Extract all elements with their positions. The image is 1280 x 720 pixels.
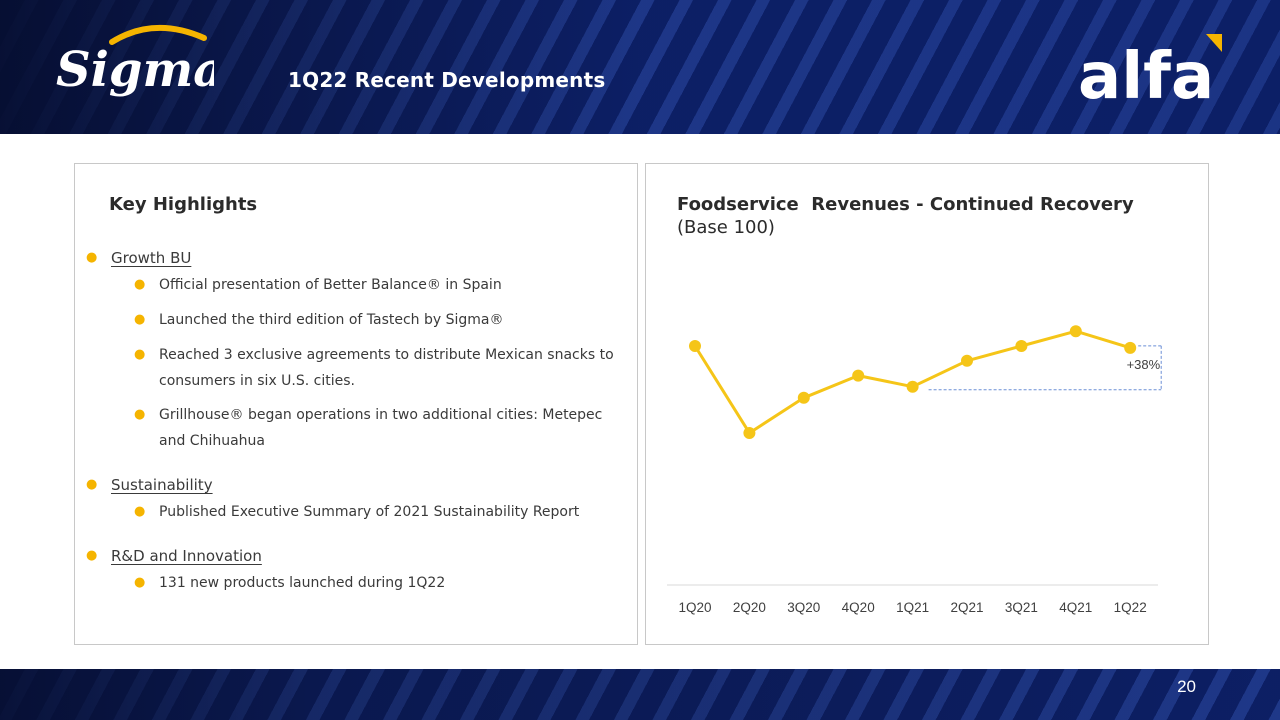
data-point — [852, 369, 865, 382]
section-label: Sustainability — [111, 476, 213, 494]
page-number: 20 — [1177, 677, 1196, 696]
data-point — [1069, 325, 1082, 338]
bullet-dot-icon: ● — [134, 277, 146, 292]
foodservice-line-chart: 1Q20 2Q20 3Q20 4Q20 1Q21 2Q21 3Q21 4Q21 1Q22 +38% — [667, 325, 1162, 615]
x-tick-label: 1Q21 — [896, 600, 929, 615]
data-point — [743, 426, 756, 439]
key-highlights-panel: Key Highlights ● Growth BU ● Official pr… — [74, 163, 638, 645]
key-highlights-title: Key Highlights — [109, 194, 258, 215]
section-label: Growth BU — [111, 249, 192, 267]
alfa-logo: alfa — [1078, 34, 1222, 106]
header-shade — [0, 0, 1280, 134]
section-growth-bu: ● Growth BU — [86, 245, 192, 272]
footer-shade — [0, 669, 1280, 720]
x-tick-label: 4Q21 — [1059, 600, 1092, 615]
list-item: ● Published Executive Summary of 2021 Su… — [134, 499, 629, 525]
section-label: R&D and Innovation — [111, 547, 262, 565]
x-tick-label: 2Q21 — [950, 600, 983, 615]
x-tick-label: 3Q20 — [787, 600, 820, 615]
data-point — [961, 354, 973, 367]
bullet-dot-icon: ● — [134, 575, 146, 590]
x-tick-label: 3Q21 — [1005, 600, 1038, 615]
header-banner: Sigma 1Q22 Recent Developments alfa — [0, 0, 1280, 134]
annotation-label: +38% — [1127, 357, 1161, 372]
x-tick-label: 1Q20 — [678, 600, 711, 615]
bullet-dot-icon: ● — [134, 347, 146, 362]
data-point — [1015, 340, 1028, 352]
bullet-dot-icon: ● — [86, 477, 98, 492]
data-point — [797, 391, 810, 404]
data-point — [906, 380, 919, 393]
list-item: ● Reached 3 exclusive agreements to dist… — [134, 342, 619, 394]
section-sustainability: ● Sustainability — [86, 472, 213, 499]
svg-text:Sigma: Sigma — [56, 42, 214, 98]
section-rd-innovation: ● R&D and Innovation — [86, 543, 262, 570]
data-point — [1124, 341, 1137, 354]
footer-banner: 20 — [0, 669, 1280, 720]
data-point — [689, 340, 701, 352]
list-item: ● Official presentation of Better Balanc… — [134, 272, 629, 298]
bullet-dot-icon: ● — [134, 407, 146, 422]
slide-title: 1Q22 Recent Developments — [288, 68, 606, 92]
bullet-dot-icon: ● — [134, 312, 146, 327]
chart-subtitle: (Base 100) — [677, 217, 775, 238]
sigma-logo: Sigma — [56, 24, 214, 98]
chart-panel: Foodservice Revenues - Continued Recover… — [645, 163, 1209, 645]
svg-text:alfa: alfa — [1078, 40, 1214, 106]
bullet-dot-icon: ● — [134, 504, 146, 519]
x-tick-label: 1Q22 — [1114, 600, 1147, 615]
list-item: ● Launched the third edition of Tastech … — [134, 307, 629, 333]
list-item: ● Grillhouse® began operations in two ad… — [134, 402, 629, 454]
list-item: ● 131 new products launched during 1Q22 — [134, 570, 629, 596]
chart-title: Foodservice Revenues - Continued Recover… — [677, 194, 1134, 215]
x-tick-label: 2Q20 — [733, 600, 766, 615]
x-tick-label: 4Q20 — [842, 600, 875, 615]
highlights-list: ● Growth BU ● Official presentation of B… — [75, 164, 637, 644]
bullet-dot-icon: ● — [86, 250, 98, 265]
bullet-dot-icon: ● — [86, 548, 98, 563]
